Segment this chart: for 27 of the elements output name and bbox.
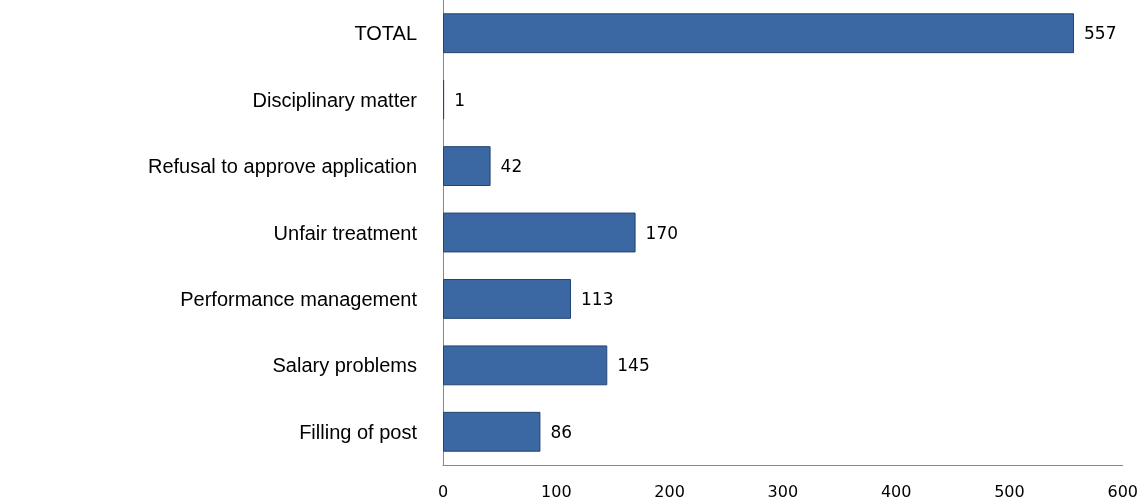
y-tick-label: Refusal to approve application bbox=[147, 155, 417, 178]
y-tick-label: Disciplinary matter bbox=[252, 88, 418, 111]
x-tick-label: 400 bbox=[880, 481, 912, 501]
y-tick-label: TOTAL bbox=[354, 22, 417, 45]
data-label: 170 bbox=[645, 222, 679, 243]
bar bbox=[443, 279, 572, 319]
bar bbox=[443, 146, 491, 186]
x-tick-label: 500 bbox=[994, 481, 1025, 501]
bar bbox=[443, 13, 1075, 54]
data-label: 1 bbox=[454, 89, 465, 110]
bar bbox=[443, 212, 636, 253]
y-tick-label: Unfair treatment bbox=[273, 221, 418, 244]
bar bbox=[443, 411, 541, 452]
x-tick-label: 600 bbox=[1107, 481, 1138, 501]
bar bbox=[443, 345, 608, 386]
data-label: 113 bbox=[581, 288, 614, 309]
x-tick-label: 300 bbox=[767, 481, 799, 501]
data-label: 42 bbox=[500, 156, 523, 177]
x-tick-label: 0 bbox=[437, 481, 449, 501]
x-tick-label: 100 bbox=[541, 481, 572, 501]
data-label: 145 bbox=[617, 355, 650, 376]
data-label: 557 bbox=[1084, 23, 1117, 44]
data-label: 86 bbox=[550, 421, 573, 442]
y-tick-label: Filling of post bbox=[299, 420, 418, 443]
y-tick-label: Salary problems bbox=[272, 354, 417, 377]
y-tick-label: Performance management bbox=[180, 287, 418, 310]
x-tick-label: 200 bbox=[654, 481, 685, 501]
